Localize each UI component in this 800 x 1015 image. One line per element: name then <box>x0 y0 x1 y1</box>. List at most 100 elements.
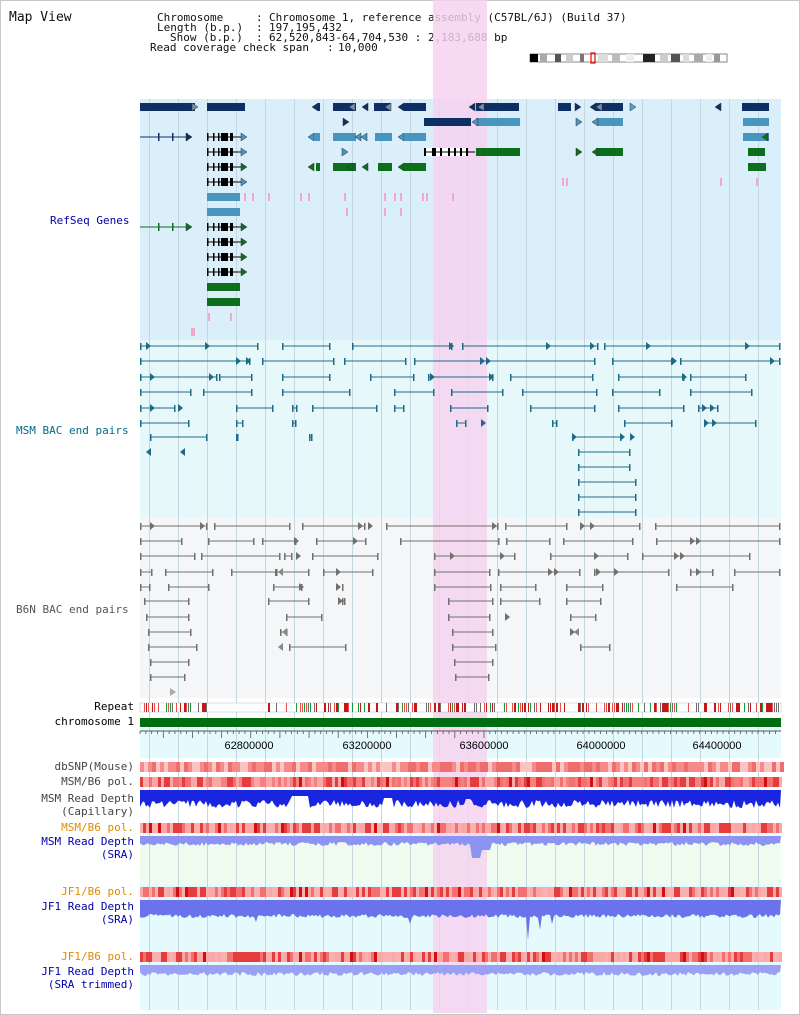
gene-arrow <box>575 147 583 157</box>
bac-end <box>671 358 673 365</box>
repeat-element <box>522 703 523 712</box>
bac-end <box>394 389 396 396</box>
dbsnp-cell <box>496 762 500 772</box>
jf1-pol-track-cell <box>620 887 623 897</box>
dbsnp-cell <box>316 762 320 772</box>
jf1-pol-2-track-cell <box>197 952 200 962</box>
jf1-pol-track-cell <box>359 887 362 897</box>
msm-pol-track-cell <box>515 777 518 787</box>
bac-end <box>530 405 532 412</box>
jf1-pol-2-track-cell <box>575 952 578 962</box>
bac-end <box>698 405 700 412</box>
jf1-pol-2-track-cell <box>386 952 389 962</box>
msm-pol-2-track-cell <box>161 823 164 833</box>
repeat-element <box>774 703 775 712</box>
gene-block <box>333 163 356 171</box>
jf1-pol-2-track-cell <box>614 952 617 962</box>
refseq-mark <box>394 193 396 201</box>
bac-end <box>655 523 657 530</box>
bac-end <box>578 509 580 516</box>
bac-end <box>146 614 148 621</box>
msm-pol-track-cell <box>281 777 284 787</box>
jf1-pol-track-cell <box>317 887 320 897</box>
msm-pol-track-cell <box>155 777 158 787</box>
msm-pol-2-track-cell <box>542 823 545 833</box>
dbsnp-cell <box>580 762 584 772</box>
jf1-pol-track-cell <box>365 887 368 897</box>
jf1-pol-2-track-cell <box>461 952 464 962</box>
jf1-pol-2-track-cell <box>623 952 626 962</box>
dbsnp-cell <box>532 762 536 772</box>
gene-block <box>596 148 623 156</box>
bac-end <box>414 358 416 365</box>
ideogram-band <box>580 54 584 62</box>
msm-pol-2-track-cell <box>548 823 551 833</box>
msm-pol-track-cell <box>710 777 713 787</box>
bac-end <box>321 614 323 621</box>
repeat-element <box>304 703 305 712</box>
jf1-pol-track-cell <box>734 887 737 897</box>
msm-pol-2-track-cell <box>443 823 446 833</box>
jf1-pol-track-cell <box>230 887 233 897</box>
msm-pol-2-track-cell <box>209 823 212 833</box>
dbsnp-cell <box>748 762 752 772</box>
jf1-pol-track-cell <box>209 887 212 897</box>
dbsnp-cell <box>764 762 768 772</box>
msm-pol-track-cell <box>398 777 401 787</box>
bac-end <box>386 523 388 530</box>
dbsnp-cell <box>528 762 532 772</box>
gene-arrow <box>360 132 368 142</box>
bac-end <box>188 420 190 427</box>
jf1-pol-2-track-cell <box>356 952 359 962</box>
dbsnp-cell <box>352 762 356 772</box>
jf1-pol-2-track-cell <box>554 952 557 962</box>
dbsnp-label: dbSNP(Mouse) <box>54 760 134 773</box>
repeat-element <box>412 703 413 712</box>
bac-end-mark <box>546 342 551 350</box>
dbsnp-cell <box>484 762 488 772</box>
bac-end <box>495 644 497 651</box>
gene-block <box>375 133 392 141</box>
bac-end-mark <box>296 552 301 560</box>
jf1-pol-track-cell <box>398 887 401 897</box>
msm-pol-track-cell <box>632 777 635 787</box>
jf1-pol-2-track-cell <box>524 952 527 962</box>
repeat-element <box>606 703 607 712</box>
repeat-element <box>632 703 633 712</box>
repeat-element <box>204 703 206 712</box>
repeat-element <box>314 703 315 712</box>
repeat-element <box>170 703 171 712</box>
jf1-pol-2-track-cell <box>227 952 230 962</box>
bac-end <box>779 343 781 350</box>
gene-exon <box>221 238 228 246</box>
msm-pol-2-track-cell <box>584 823 587 833</box>
msm-pol-track-cell <box>374 777 377 787</box>
msm-pol-track-cell <box>197 777 200 787</box>
repeat-element <box>654 703 656 712</box>
bac-end <box>500 584 502 591</box>
dbsnp-cell <box>144 762 148 772</box>
repeat-element <box>664 703 666 712</box>
jf1-pol-2-track-cell <box>716 952 719 962</box>
bac-end <box>465 420 467 427</box>
jf1-pol-2-track-cell <box>233 952 236 962</box>
gene-exon <box>207 148 209 156</box>
repeat-element <box>450 703 451 712</box>
gene-exon <box>172 133 174 141</box>
msm-pol-2-track-cell <box>665 823 668 833</box>
repeat-element <box>698 703 699 712</box>
dbsnp-cell <box>704 762 708 772</box>
msm-pol-track-cell <box>335 777 338 787</box>
msm-pol-track-cell <box>641 777 644 787</box>
bac-end-mark <box>500 552 505 560</box>
msm-pol-2-track-cell <box>164 823 167 833</box>
jf1-pol-2-track-cell <box>281 952 284 962</box>
gene-block <box>333 103 356 111</box>
jf1-pol-2-track-cell <box>500 952 503 962</box>
repeat-element <box>506 703 507 712</box>
dbsnp-cell <box>740 762 744 772</box>
chromosome-ideogram[interactable] <box>529 52 728 64</box>
msm-pol-track-cell <box>230 777 233 787</box>
dbsnp-cell <box>524 762 528 772</box>
